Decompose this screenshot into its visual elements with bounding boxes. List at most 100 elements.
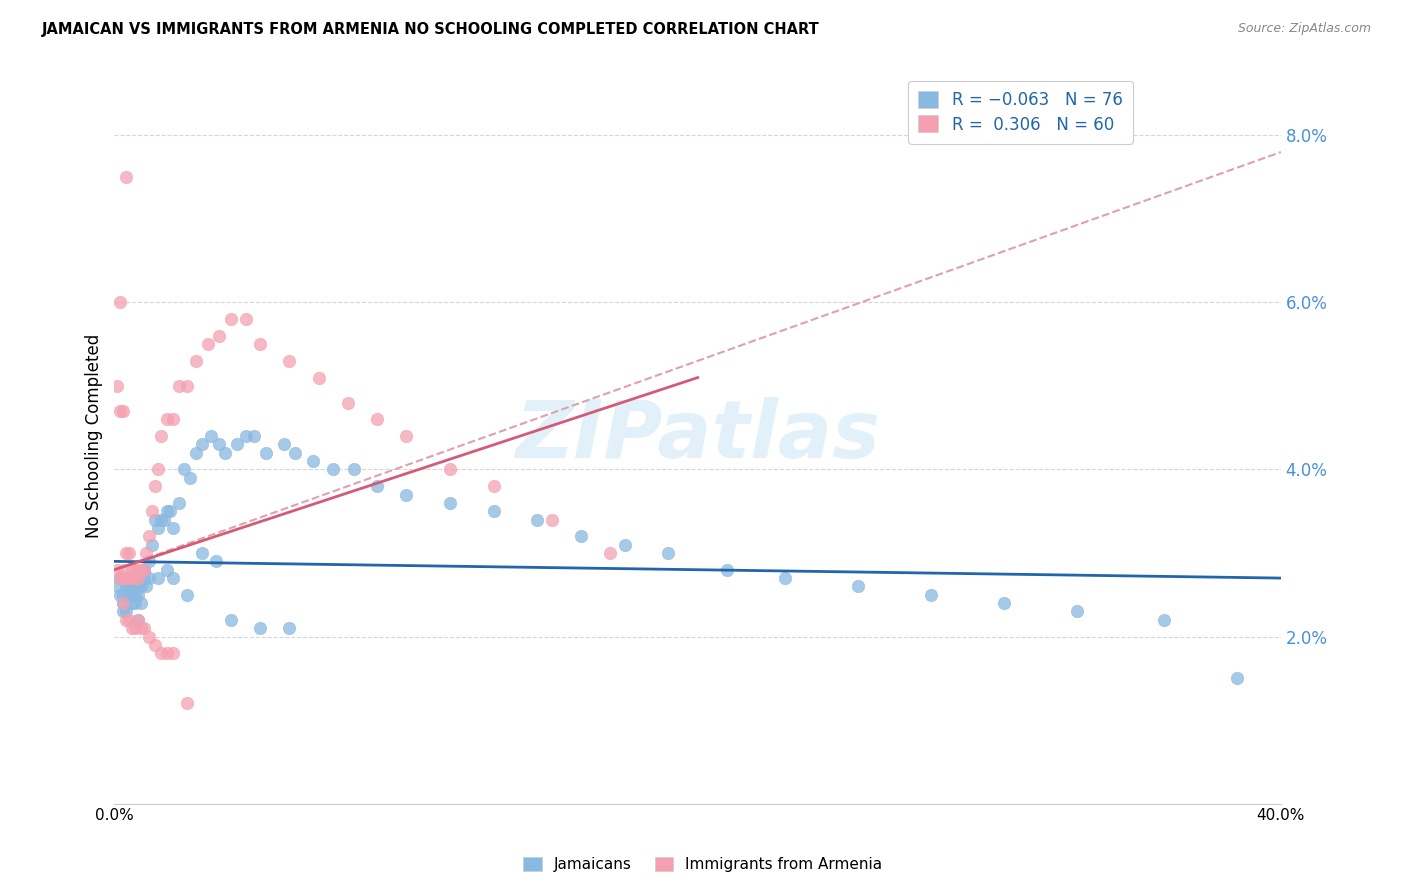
Point — [225, 437, 247, 451]
Point — [118, 613, 141, 627]
Point — [121, 621, 143, 635]
Point — [167, 496, 190, 510]
Point — [132, 563, 155, 577]
Point — [235, 312, 257, 326]
Point — [132, 621, 155, 635]
Point — [395, 429, 418, 443]
Point — [336, 395, 359, 409]
Point — [308, 370, 330, 384]
Point — [115, 546, 138, 560]
Point — [138, 554, 160, 568]
Point — [162, 646, 184, 660]
Point — [1066, 605, 1088, 619]
Point — [112, 404, 135, 418]
Point — [846, 579, 869, 593]
Point — [115, 571, 138, 585]
Point — [773, 571, 796, 585]
Point — [110, 404, 132, 418]
Point — [162, 412, 184, 426]
Point — [115, 170, 138, 185]
Point — [118, 546, 141, 560]
Point — [112, 571, 135, 585]
Point — [146, 521, 169, 535]
Point — [439, 462, 461, 476]
Point — [716, 563, 738, 577]
Point — [1226, 671, 1249, 685]
Point — [143, 638, 166, 652]
Point — [141, 538, 163, 552]
Point — [105, 563, 128, 577]
Point — [141, 504, 163, 518]
Point — [143, 513, 166, 527]
Legend: Jamaicans, Immigrants from Armenia: Jamaicans, Immigrants from Armenia — [516, 849, 890, 880]
Point — [184, 446, 207, 460]
Point — [150, 646, 173, 660]
Point — [115, 613, 138, 627]
Point — [121, 563, 143, 577]
Point — [156, 504, 179, 518]
Point — [162, 571, 184, 585]
Text: ZIPatlas: ZIPatlas — [515, 397, 880, 475]
Point — [613, 538, 636, 552]
Point — [208, 328, 231, 343]
Point — [112, 605, 135, 619]
Point — [599, 546, 621, 560]
Text: JAMAICAN VS IMMIGRANTS FROM ARMENIA NO SCHOOLING COMPLETED CORRELATION CHART: JAMAICAN VS IMMIGRANTS FROM ARMENIA NO S… — [42, 22, 820, 37]
Point — [127, 571, 149, 585]
Point — [112, 596, 135, 610]
Point — [138, 571, 160, 585]
Point — [284, 446, 307, 460]
Point — [105, 379, 128, 393]
Point — [366, 479, 388, 493]
Point — [219, 613, 242, 627]
Point — [132, 563, 155, 577]
Point — [993, 596, 1015, 610]
Point — [138, 529, 160, 543]
Y-axis label: No Schooling Completed: No Schooling Completed — [86, 334, 103, 538]
Point — [127, 613, 149, 627]
Point — [657, 546, 679, 560]
Point — [176, 697, 198, 711]
Point — [569, 529, 592, 543]
Point — [342, 462, 364, 476]
Point — [173, 462, 195, 476]
Point — [254, 446, 277, 460]
Point — [118, 579, 141, 593]
Point — [482, 504, 505, 518]
Point — [118, 571, 141, 585]
Point — [366, 412, 388, 426]
Point — [105, 579, 128, 593]
Point — [121, 588, 143, 602]
Point — [249, 337, 271, 351]
Point — [115, 579, 138, 593]
Point — [395, 487, 418, 501]
Point — [159, 504, 181, 518]
Point — [920, 588, 942, 602]
Point — [124, 571, 146, 585]
Point — [167, 379, 190, 393]
Point — [179, 471, 201, 485]
Point — [129, 621, 152, 635]
Point — [482, 479, 505, 493]
Point — [112, 596, 135, 610]
Point — [129, 563, 152, 577]
Point — [200, 429, 222, 443]
Point — [110, 295, 132, 310]
Point — [127, 579, 149, 593]
Point — [176, 379, 198, 393]
Point — [127, 613, 149, 627]
Point — [243, 429, 266, 443]
Point — [150, 513, 173, 527]
Point — [156, 646, 179, 660]
Point — [301, 454, 323, 468]
Point — [110, 588, 132, 602]
Point — [191, 546, 214, 560]
Point — [143, 479, 166, 493]
Point — [132, 563, 155, 577]
Point — [156, 412, 179, 426]
Point — [197, 337, 219, 351]
Point — [205, 554, 228, 568]
Point — [118, 588, 141, 602]
Point — [322, 462, 344, 476]
Point — [278, 621, 301, 635]
